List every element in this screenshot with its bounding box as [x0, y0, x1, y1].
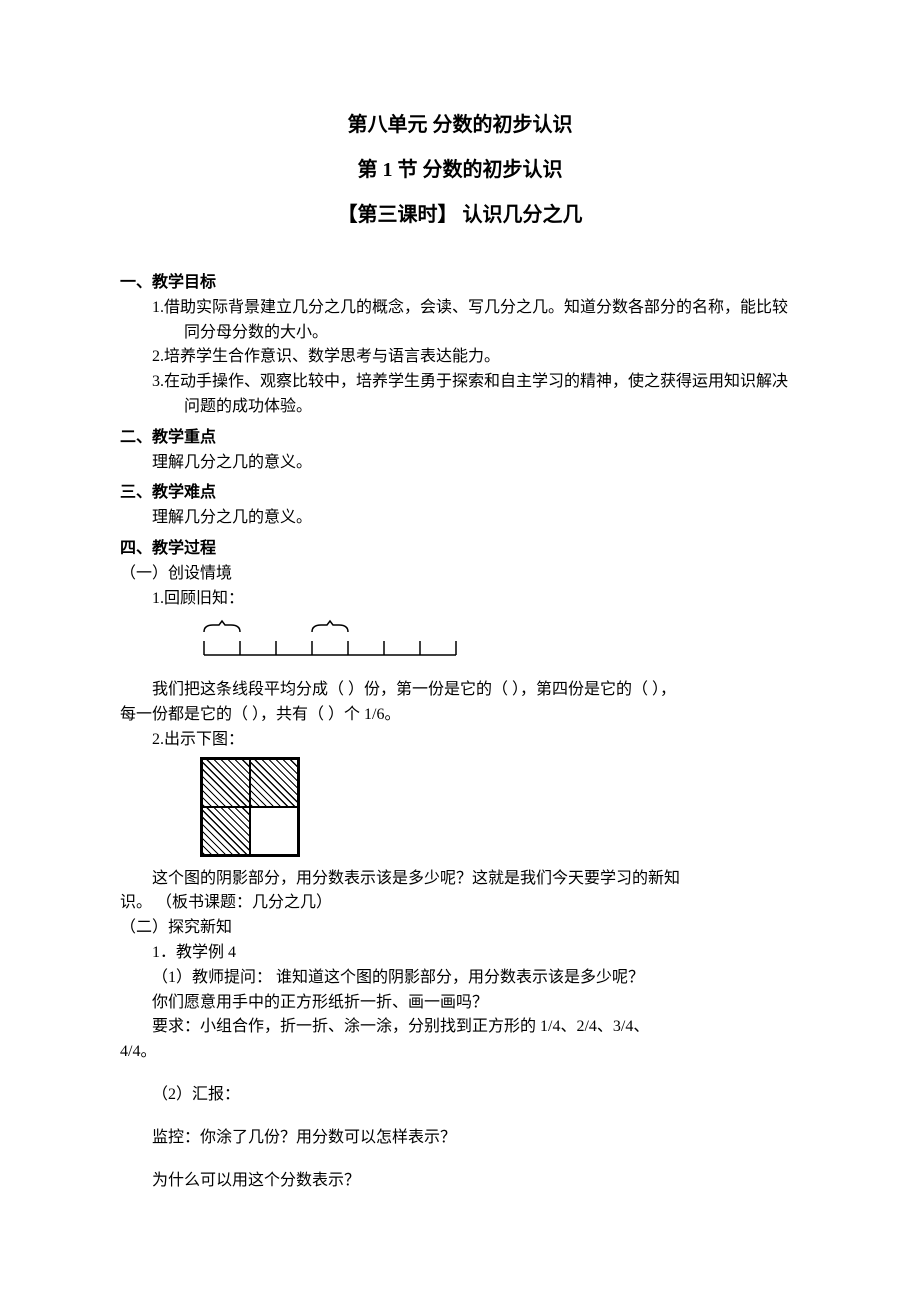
goal-3: 3.在动手操作、观察比较中，培养学生勇于探索和自主学习的精神，使之获得运用知识解… — [120, 370, 800, 420]
scene-item1-label: 1.回顾旧知： — [120, 587, 800, 612]
keypoint-text: 理解几分之几的意义。 — [120, 451, 800, 476]
page: 第八单元 分数的初步认识 第 1 节 分数的初步认识 【第三课时】 认识几分之几… — [0, 0, 920, 1302]
scene-item2-label: 2.出示下图： — [120, 728, 800, 753]
title-unit: 第八单元 分数的初步认识 — [120, 110, 800, 141]
explore-e1-3a: 要求：小组合作，折一折、涂一涂，分别找到正方形的 1/4、2/4、3/4、 — [120, 1015, 800, 1040]
title-section: 第 1 节 分数的初步认识 — [120, 155, 800, 186]
scene-q1-line1: 我们把这条线段平均分成（ ）份，第一份是它的（ ），第四份是它的（ ）， — [120, 678, 800, 703]
subheading-scene: （一）创设情境 — [120, 562, 800, 587]
square-cell — [202, 807, 250, 855]
difficulty-text: 理解几分之几的意义。 — [120, 506, 800, 531]
heading-difficulty: 三、教学难点 — [120, 481, 800, 506]
square-cell — [202, 759, 250, 807]
square-cell — [250, 759, 298, 807]
explore-e3: 监控：你涂了几份？用分数可以怎样表示？ — [120, 1126, 800, 1151]
heading-keypoint: 二、教学重点 — [120, 426, 800, 451]
explore-e4: 为什么可以用这个分数表示？ — [120, 1169, 800, 1194]
goal-1: 1.借助实际背景建立几分之几的概念，会读、写几分之几。知道分数各部分的名称，能比… — [120, 296, 800, 346]
explore-e2: （2）汇报： — [120, 1083, 800, 1108]
heading-process: 四、教学过程 — [120, 537, 800, 562]
explore-e1: 1．教学例 4 — [120, 941, 800, 966]
square-cell — [250, 807, 298, 855]
square-diagram — [200, 757, 300, 857]
explore-e1-1: （1）教师提问： 谁知道这个图的阴影部分，用分数表示该是多少呢？ — [120, 966, 800, 991]
explore-e1-3b: 4/4。 — [120, 1040, 800, 1065]
heading-goals: 一、教学目标 — [120, 271, 800, 296]
title-lesson: 【第三课时】 认识几分之几 — [120, 200, 800, 231]
scene-q1-line2: 每一份都是它的（ ），共有（ ）个 1/6。 — [120, 703, 800, 728]
subheading-explore: （二）探究新知 — [120, 916, 800, 941]
number-line-diagram — [200, 617, 460, 672]
goal-2: 2.培养学生合作意识、数学思考与语言表达能力。 — [120, 345, 800, 370]
explore-e1-2: 你们愿意用手中的正方形纸折一折、画一画吗？ — [120, 991, 800, 1016]
number-line-svg — [200, 617, 460, 663]
scene-q2-line2: 识。 （板书课题：几分之几） — [120, 891, 800, 916]
scene-q2-line1: 这个图的阴影部分，用分数表示该是多少呢？这就是我们今天要学习的新知 — [120, 867, 800, 892]
